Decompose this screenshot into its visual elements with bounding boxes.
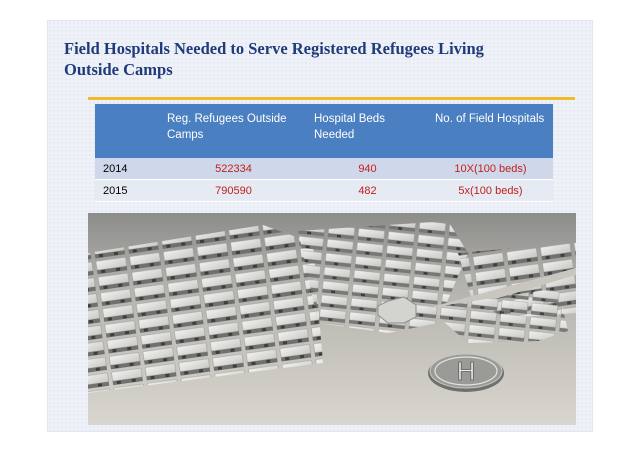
slide: Field Hospitals Needed to Serve Register… [47,20,593,432]
slide-title-line-2: Outside Camps [64,60,173,79]
table-row: 2015 790590 482 5x(100 beds) [95,179,553,202]
header-hospitals: No. of Field Hospitals [428,104,553,158]
header-year [95,104,160,158]
cell-year: 2015 [95,179,160,202]
field-hospital-camp-image: H [88,213,576,425]
helipad-letter: H [457,356,476,386]
slide-title: Field Hospitals Needed to Serve Register… [64,38,564,80]
title-divider [88,97,575,100]
header-refugees: Reg. Refugees Outside Camps [160,104,307,158]
table-header-row: Reg. Refugees Outside Camps Hospital Bed… [95,104,553,158]
refugee-hospital-table: Reg. Refugees Outside Camps Hospital Bed… [95,104,553,202]
cell-year: 2014 [95,158,160,180]
cell-refugees: 790590 [160,179,307,202]
cell-beds: 482 [307,179,428,202]
cell-beds: 940 [307,158,428,180]
cell-refugees: 522334 [160,158,307,180]
cell-hospitals: 10X(100 beds) [428,158,553,180]
header-beds: Hospital Beds Needed [307,104,428,158]
table-row: 2014 522334 940 10X(100 beds) [95,158,553,180]
cell-hospitals: 5x(100 beds) [428,179,553,202]
slide-title-line-1: Field Hospitals Needed to Serve Register… [64,39,484,58]
